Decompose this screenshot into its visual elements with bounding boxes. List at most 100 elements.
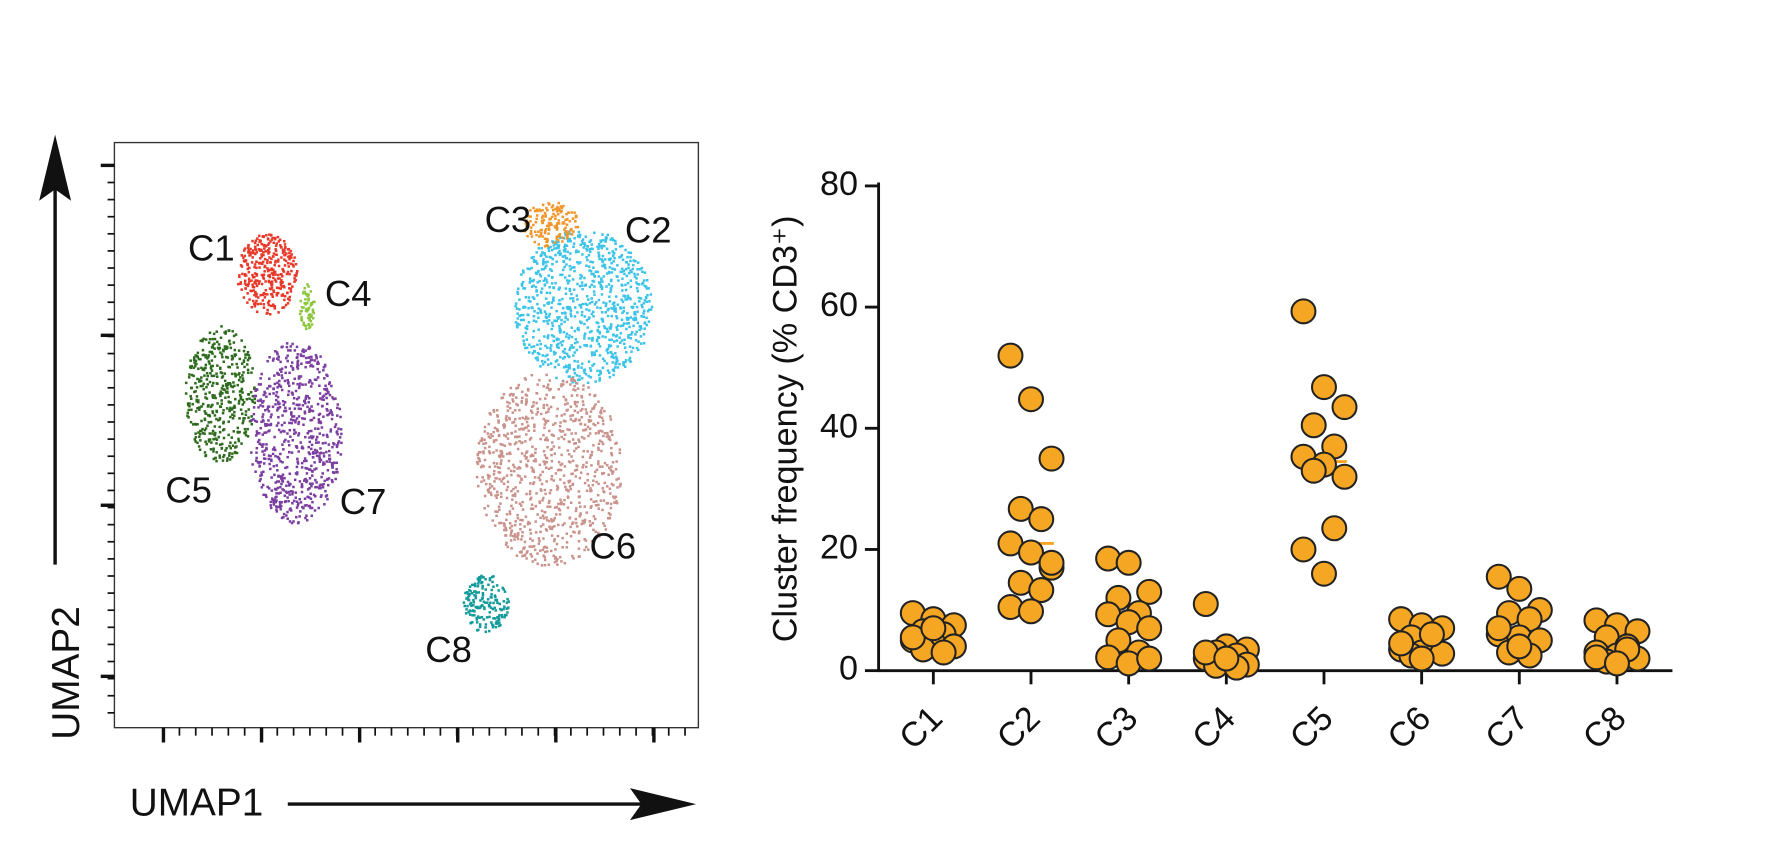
umap-point: [265, 312, 269, 315]
umap-point: [305, 310, 309, 313]
umap-point: [610, 314, 613, 318]
umap-point: [317, 441, 320, 444]
umap-point: [503, 524, 506, 528]
umap-point: [533, 260, 536, 264]
umap-point: [569, 229, 572, 232]
umap-point: [579, 422, 583, 426]
umap-point: [616, 264, 619, 267]
umap-point: [240, 389, 243, 393]
umap-point: [506, 485, 510, 489]
umap-point: [475, 621, 479, 624]
umap-point: [254, 247, 257, 250]
umap-point: [544, 315, 548, 319]
umap-point: [640, 315, 643, 318]
umap-point: [248, 280, 251, 283]
umap-point: [591, 407, 594, 410]
umap-point: [649, 293, 653, 296]
umap-point: [601, 254, 605, 258]
umap-point: [466, 592, 470, 596]
umap-point: [557, 507, 561, 511]
umap-point: [562, 419, 566, 423]
umap-point: [608, 295, 611, 299]
umap-point: [215, 372, 218, 375]
umap-point: [525, 398, 528, 401]
umap-point: [214, 456, 217, 460]
umap-point: [608, 300, 612, 303]
umap-point: [264, 493, 268, 497]
umap-point: [558, 555, 562, 559]
umap-point: [275, 286, 279, 290]
umap-point: [542, 554, 545, 557]
umap-point: [295, 417, 299, 420]
umap-point: [215, 417, 218, 421]
umap-point: [311, 365, 315, 368]
umap-point: [540, 287, 544, 290]
umap-point: [552, 286, 555, 289]
umap-point: [548, 505, 552, 509]
umap-point: [244, 356, 247, 359]
umap-point: [582, 429, 585, 432]
umap-point: [307, 297, 310, 300]
umap-point: [622, 342, 626, 346]
umap-point: [580, 415, 584, 419]
umap-point: [262, 443, 265, 446]
umap-point: [253, 241, 257, 245]
umap-point: [321, 472, 324, 475]
umap-point: [524, 331, 528, 335]
umap-point: [293, 428, 296, 432]
umap-point: [528, 281, 532, 284]
umap-point: [537, 230, 540, 234]
umap-point: [475, 461, 479, 464]
umap-point: [301, 417, 304, 420]
umap-point: [226, 457, 229, 460]
umap-point: [524, 296, 528, 299]
umap-point: [540, 509, 544, 513]
umap-point: [286, 359, 289, 363]
umap-point: [516, 467, 519, 470]
umap-point: [306, 316, 310, 320]
umap-point: [623, 294, 627, 298]
umap-point: [295, 465, 299, 469]
umap-point: [196, 351, 200, 355]
umap-point: [261, 276, 265, 279]
umap-point: [208, 350, 212, 354]
umap-point: [305, 394, 308, 398]
umap-point: [305, 479, 309, 482]
umap-point: [607, 271, 611, 275]
umap-point: [547, 274, 550, 277]
umap-point: [589, 345, 593, 348]
umap-point: [471, 609, 475, 612]
umap-point: [300, 306, 304, 309]
umap-point: [270, 497, 274, 500]
umap-point: [592, 444, 595, 447]
umap-point: [608, 487, 612, 491]
umap-point: [536, 351, 540, 355]
umap-point: [589, 367, 592, 370]
umap-point: [270, 292, 274, 296]
umap-point: [291, 342, 294, 346]
umap-point: [578, 345, 582, 349]
umap-point: [307, 285, 310, 288]
umap-point: [604, 528, 608, 531]
umap-point: [335, 430, 339, 433]
umap-point: [227, 420, 230, 423]
umap-point: [561, 255, 565, 258]
umap-point: [268, 273, 271, 277]
umap-point: [568, 479, 572, 483]
umap-point: [576, 282, 579, 286]
umap-point: [583, 337, 586, 340]
umap-point: [523, 377, 527, 380]
umap-point: [184, 392, 188, 395]
umap-point: [210, 404, 214, 407]
umap-point: [283, 264, 287, 267]
umap-point: [332, 397, 335, 401]
umap-point: [251, 256, 254, 259]
umap-point: [302, 292, 305, 295]
umap-point: [588, 269, 591, 272]
umap-point: [547, 363, 550, 366]
umap-point: [260, 282, 264, 286]
umap-point: [224, 396, 227, 399]
umap-point: [547, 246, 550, 250]
umap-point: [570, 314, 573, 318]
umap-point: [575, 294, 579, 297]
